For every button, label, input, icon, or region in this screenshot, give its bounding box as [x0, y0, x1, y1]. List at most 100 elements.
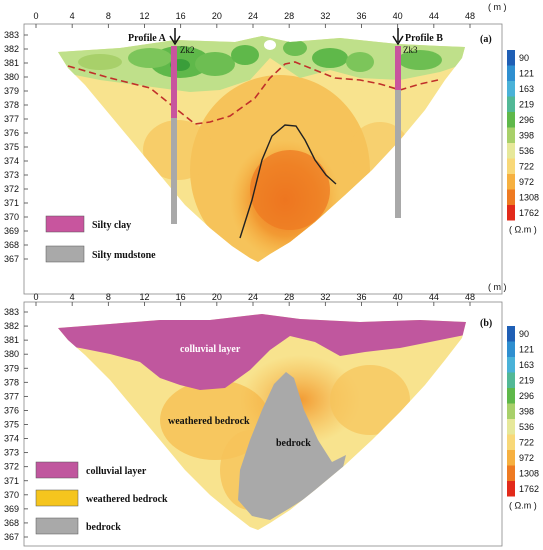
x-tick-label: 24	[248, 11, 258, 21]
panel-a: 0 4 8 12 16 20 24 28 32 36 40 44 48 ( m ) 3833823813…	[4, 2, 539, 295]
colorbar-cell	[507, 205, 515, 221]
y-tick-label: 374	[4, 434, 19, 444]
colorbar-cell	[507, 158, 515, 174]
x-tick-label: 0	[33, 11, 38, 21]
bedrock-boundary-line	[239, 124, 337, 239]
colorbar-cell	[507, 465, 515, 481]
y-tick-label: 375	[4, 420, 19, 430]
x-tick-label: 8	[106, 292, 111, 302]
colorbar-cell	[507, 81, 515, 97]
y-tick-label: 382	[4, 321, 19, 331]
legend-swatch-silty-clay	[45, 215, 85, 233]
y-tick-label: 380	[4, 349, 19, 359]
y-tick-label: 378	[4, 377, 19, 387]
colorbar-unit: ( Ω.m )	[509, 225, 537, 235]
y-tick-label: 367	[4, 532, 19, 542]
profile-a-arrow-icon	[169, 28, 181, 46]
colorbar-label: 722	[519, 437, 534, 447]
colorbar-cell	[507, 403, 515, 419]
colorbar-cell	[507, 434, 515, 450]
colorbar-cell	[507, 372, 515, 388]
panel-a-resistivity-section	[58, 36, 465, 262]
colorbar-label: 536	[519, 422, 534, 432]
panel-a-colorbar: 90 121 163 219 296 398 536 722 972 1308 1762 ( Ω.m …	[507, 50, 539, 235]
panel-b-x-axis: 0 4 8 12 16 20 24 28 32 36 40 44 48	[33, 292, 475, 306]
y-tick-label: 367	[4, 254, 19, 264]
borehole-zk3-label: Zk3	[403, 45, 418, 55]
bedrock-label: bedrock	[276, 438, 311, 449]
colluvial-layer-zone	[58, 314, 466, 390]
x-tick-label: 48	[465, 11, 475, 21]
profile-a-label: Profile A	[128, 33, 167, 44]
colorbar-label: 219	[519, 375, 534, 385]
panel-a-legend: Silty clay Silty mudstone	[45, 215, 156, 263]
x-tick-label: 28	[284, 11, 294, 21]
colorbar-cell	[507, 96, 515, 112]
colorbar-cell	[507, 326, 515, 342]
y-tick-label: 372	[4, 184, 19, 194]
panel-a-x-axis: 0 4 8 12 16 20 24 28 32 36 40 44 48	[33, 11, 475, 28]
x-tick-label: 0	[33, 292, 38, 302]
y-tick-label: 376	[4, 405, 19, 415]
profile-b-arrow-icon	[392, 28, 404, 46]
x-tick-label: 36	[356, 11, 366, 21]
legend-label-bedrock: bedrock	[86, 522, 121, 533]
colorbar-label: 1308	[519, 192, 539, 202]
x-tick-label: 28	[284, 292, 294, 302]
colorbar-label: 722	[519, 161, 534, 171]
colorbar-cell	[507, 174, 515, 190]
colorbar-label: 398	[519, 406, 534, 416]
x-tick-label: 12	[139, 11, 149, 21]
colorbar-cell	[507, 189, 515, 205]
legend-swatch-bedrock	[35, 517, 79, 535]
legend-swatch-colluvial-layer	[35, 461, 79, 479]
y-tick-label: 383	[4, 307, 19, 317]
borehole-zk3-mudstone	[395, 90, 401, 218]
borehole-zk2-clay	[171, 46, 177, 118]
y-tick-label: 373	[4, 170, 19, 180]
x-tick-label: 4	[70, 292, 75, 302]
x-tick-label: 24	[248, 292, 258, 302]
colorbar-label: 972	[519, 453, 534, 463]
colorbar-cell	[507, 388, 515, 404]
colorbar-label: 219	[519, 99, 534, 109]
borehole-zk2-label: Zk2	[180, 45, 195, 55]
panel-b-frame	[23, 301, 503, 547]
colorbar-unit: ( Ω.m )	[509, 501, 537, 511]
x-tick-label: 36	[356, 292, 366, 302]
y-tick-label: 369	[4, 226, 19, 236]
y-tick-label: 380	[4, 72, 19, 82]
colorbar-label: 972	[519, 177, 534, 187]
x-tick-label: 44	[429, 11, 439, 21]
profile-b-label: Profile B	[405, 33, 443, 44]
legend-label-weathered-bedrock: weathered bedrock	[86, 494, 168, 505]
bedrock-zone	[238, 372, 346, 520]
colorbar-cell	[507, 50, 515, 66]
colorbar-cell	[507, 65, 515, 81]
legend-label-silty-mudstone: Silty mudstone	[92, 250, 156, 261]
x-tick-label: 40	[393, 292, 403, 302]
colorbar-label: 121	[519, 68, 534, 78]
x-tick-label: 8	[106, 11, 111, 21]
panel-b: 0 4 8 12 16 20 24 28 32 36 40 44 48 ( m ) 3833823813…	[4, 282, 539, 547]
colorbar-label: 536	[519, 146, 534, 156]
y-tick-label: 377	[4, 391, 19, 401]
borehole-zk2-mudstone	[171, 118, 177, 224]
y-tick-label: 370	[4, 490, 19, 500]
panel-b-x-unit: ( m )	[488, 282, 507, 292]
panel-b-colorbar: 90 121 163 219 296 398 536 722 972 1308 1762 ( Ω.m …	[507, 326, 539, 511]
y-tick-label: 368	[4, 240, 19, 250]
y-tick-label: 383	[4, 30, 19, 40]
colorbar-label: 296	[519, 115, 534, 125]
colorbar-cell	[507, 127, 515, 143]
y-tick-label: 381	[4, 335, 19, 345]
colluvial-boundary-line	[67, 61, 439, 125]
y-tick-label: 376	[4, 128, 19, 138]
y-tick-label: 372	[4, 462, 19, 472]
y-tick-label: 370	[4, 212, 19, 222]
y-tick-label: 369	[4, 504, 19, 514]
x-tick-label: 32	[320, 11, 330, 21]
x-tick-label: 16	[176, 292, 186, 302]
colorbar-label: 90	[519, 329, 529, 339]
colorbar-cell	[507, 357, 515, 373]
